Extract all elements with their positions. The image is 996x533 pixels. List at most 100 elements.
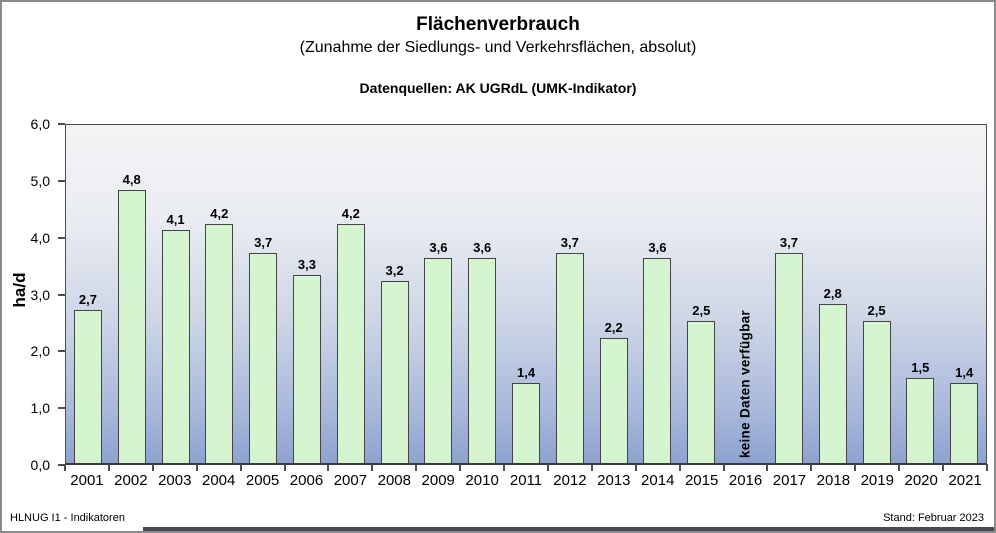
y-axis-ticks [58, 123, 65, 466]
bar-2005 [249, 253, 278, 463]
bar-value-label: 2,8 [823, 286, 842, 301]
bar-2004 [205, 224, 234, 463]
x-axis-label-2018: 2018 [816, 472, 851, 489]
bar-value-label: 4,8 [122, 172, 141, 187]
plot-area: 2,7 4,8 4,1 4,2 3,7 3,3 4,2 3,2 3,6 3,6 1,4 3,7 2,2 3… [65, 124, 987, 465]
bar-value-label: 4,2 [210, 206, 229, 221]
bar-value-label: 4,1 [166, 212, 185, 227]
y-tick-label: 1,0 [30, 400, 50, 417]
bar-value-label: 3,7 [254, 235, 273, 250]
bar-value-label: 3,6 [429, 240, 448, 255]
x-tick-mark [503, 463, 506, 471]
y-tick-mark [58, 236, 65, 239]
x-tick-mark [590, 463, 593, 471]
bar-value-label: 2,7 [78, 292, 97, 307]
x-tick-mark [459, 463, 462, 471]
y-tick-mark [58, 407, 65, 410]
bar-2009 [424, 258, 453, 463]
x-axis-label-2008: 2008 [377, 472, 411, 489]
bar-2019 [862, 321, 891, 463]
bar-2001 [73, 310, 102, 463]
bar-2008 [380, 281, 409, 463]
bar-slot-2002: 4,8 [110, 125, 154, 463]
bar-slot-2013: 2,2 [592, 125, 636, 463]
bar-value-label: 3,6 [648, 240, 667, 255]
y-tick-mark [58, 464, 65, 466]
x-axis-label-2011: 2011 [509, 472, 543, 489]
footer-divider-bar [143, 527, 994, 531]
y-tick-mark [58, 179, 65, 182]
bar-value-label: 2,2 [604, 320, 623, 335]
bar-value-label: 3,2 [385, 263, 404, 278]
bar-slot-2012: 3,7 [548, 125, 592, 463]
x-axis-label-2002: 2002 [114, 472, 148, 489]
bar-value-label: 3,7 [560, 235, 579, 250]
x-axis-label-2003: 2003 [158, 472, 192, 489]
x-axis-label-2021: 2021 [948, 472, 982, 489]
x-tick-mark [986, 463, 988, 471]
x-tick-mark [898, 463, 901, 471]
bar-2010 [468, 258, 497, 463]
bar-2013 [599, 338, 628, 463]
x-tick-mark [327, 463, 330, 471]
x-axis-label-2014: 2014 [641, 472, 675, 489]
x-axis-label-2016: 2016 [728, 472, 763, 489]
bar-2011 [512, 383, 541, 463]
x-axis-label-2005: 2005 [245, 472, 280, 489]
bar-2014 [643, 258, 672, 463]
bar-slot-2007: 4,2 [329, 125, 373, 463]
x-tick-mark [151, 463, 154, 471]
bar-slot-2011: 1,4 [504, 125, 548, 463]
x-axis-label-2013: 2013 [597, 472, 631, 489]
x-tick-mark [283, 463, 286, 471]
data-source-line: Datenquellen: AK UGRdL (UMK-Indikator) [359, 80, 637, 96]
footer-date-label: Stand: Februar 2023 [883, 512, 984, 524]
x-tick-mark [371, 463, 374, 471]
bar-slot-2020: 1,5 [898, 125, 942, 463]
x-tick-mark [415, 463, 418, 471]
x-tick-mark [722, 463, 725, 471]
y-tick-label: 3,0 [30, 286, 50, 303]
x-tick-mark [195, 463, 198, 471]
bar-2018 [818, 304, 847, 463]
bar-2007 [336, 224, 365, 463]
bar-2012 [555, 253, 584, 463]
bar-2017 [774, 253, 803, 463]
x-tick-mark [634, 463, 637, 471]
bar-slot-2018: 2,8 [811, 125, 855, 463]
bar-value-label: 3,6 [473, 240, 492, 255]
x-axis-ticks [64, 463, 988, 471]
x-axis-label-2006: 2006 [289, 472, 324, 489]
x-axis-label-2007: 2007 [333, 472, 368, 489]
x-axis-label-2010: 2010 [465, 472, 499, 489]
y-tick-label: 4,0 [30, 229, 50, 246]
y-tick-mark [58, 293, 65, 296]
bar-2006 [292, 275, 321, 463]
bar-2002 [117, 190, 146, 463]
x-axis-labels: 2001 2002 2003 2004 2005 2006 2007 2008 2009 2010… [65, 472, 987, 492]
x-axis-label-2015: 2015 [684, 472, 719, 489]
y-tick-label: 6,0 [30, 116, 50, 132]
bar-value-label: 1,4 [955, 365, 974, 380]
bar-2021 [950, 383, 979, 463]
y-tick-mark [58, 123, 65, 125]
x-axis-label-2001: 2001 [70, 472, 104, 489]
y-tick-label: 0,0 [30, 457, 50, 473]
x-axis-label-2017: 2017 [772, 472, 807, 489]
x-axis-label-2020: 2020 [904, 472, 938, 489]
x-tick-mark [854, 463, 857, 471]
bar-2003 [161, 230, 190, 463]
x-axis-label-2012: 2012 [553, 472, 587, 489]
x-tick-mark [810, 463, 813, 471]
bar-slot-2016: keine Daten verfügbar [723, 125, 767, 463]
bar-value-label: 2,5 [867, 303, 886, 318]
x-tick-mark [678, 463, 681, 471]
bar-value-label: 2,5 [692, 303, 711, 318]
page-subtitle: (Zunahme der Siedlungs- und Verkehrsfläc… [299, 39, 697, 56]
x-axis-label-2004: 2004 [201, 472, 236, 489]
bar-slot-2014: 3,6 [636, 125, 680, 463]
bar-slot-2006: 3,3 [285, 125, 329, 463]
footer-org-label: HLNUG I1 - Indikatoren [10, 512, 125, 524]
bar-slot-2003: 4,1 [154, 125, 198, 463]
